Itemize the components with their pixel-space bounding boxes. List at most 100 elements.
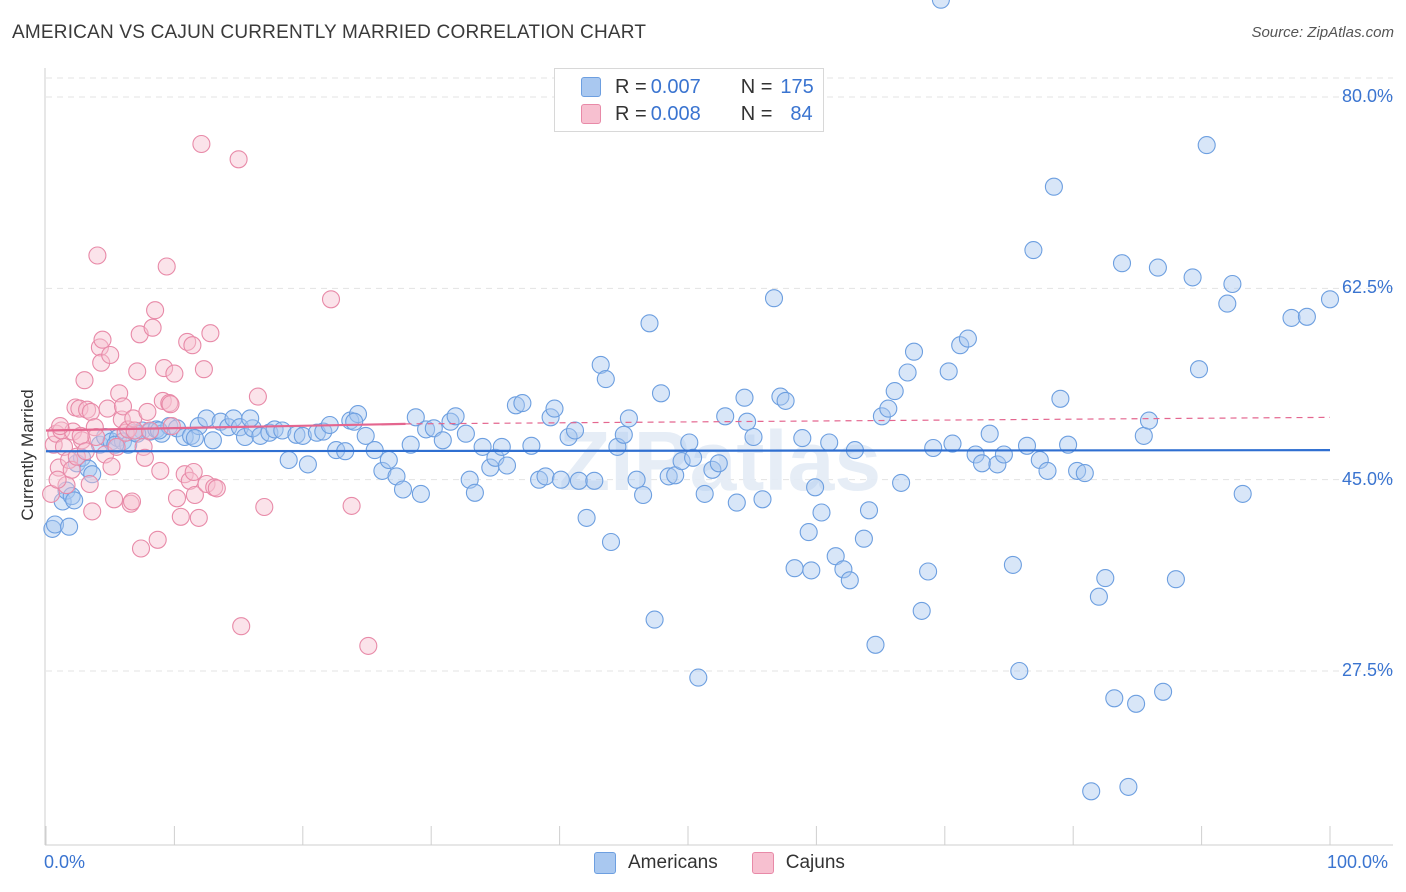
american-point xyxy=(904,342,924,361)
american-point xyxy=(1139,411,1159,430)
cajuns-swatch xyxy=(581,104,601,124)
legend-label-americans: Americans xyxy=(628,852,718,873)
american-point xyxy=(401,435,420,454)
cajun-point xyxy=(184,462,203,482)
american-point xyxy=(939,362,958,381)
american-point xyxy=(1082,782,1101,801)
cajun-point xyxy=(155,359,174,378)
american-point xyxy=(203,431,222,450)
legend-row-americans: R = 0.007 N = 175 xyxy=(581,75,814,99)
american-point xyxy=(1038,461,1057,480)
cajun-point xyxy=(248,387,267,406)
american-point xyxy=(793,429,812,448)
american-point xyxy=(1024,241,1043,260)
cajun-point xyxy=(135,448,154,467)
legend-item-cajuns[interactable]: Cajuns xyxy=(751,852,845,874)
american-point xyxy=(684,448,703,467)
legend-item-americans[interactable]: Americans xyxy=(594,852,718,874)
american-point xyxy=(596,370,615,389)
american-point xyxy=(802,561,821,580)
legend-r-label: R = xyxy=(615,102,647,125)
american-point xyxy=(859,501,879,520)
series-legend: Americans Cajuns xyxy=(594,852,879,874)
cajun-point xyxy=(48,470,67,489)
cajun-point xyxy=(80,474,99,494)
american-point xyxy=(1223,274,1242,294)
american-point xyxy=(506,396,525,415)
x-axis xyxy=(44,68,1393,846)
americans-swatch xyxy=(581,77,601,97)
american-point xyxy=(1089,587,1108,606)
american-point xyxy=(379,450,398,470)
cajun-point xyxy=(105,490,124,509)
cajun-point xyxy=(128,362,147,381)
american-point xyxy=(417,420,436,439)
american-point xyxy=(551,470,570,489)
american-point xyxy=(1197,136,1216,155)
american-point xyxy=(776,391,795,410)
american-point xyxy=(672,452,691,471)
americans-swatch xyxy=(594,852,616,874)
american-point xyxy=(614,425,633,444)
cajun-point xyxy=(75,371,94,390)
american-point xyxy=(1189,360,1209,379)
american-point xyxy=(892,473,911,492)
cajun-point xyxy=(67,447,86,466)
cajun-point xyxy=(229,150,248,169)
american-point xyxy=(919,562,938,581)
cajun-point xyxy=(321,290,341,309)
source-label: Source: ZipAtlas.com xyxy=(1251,24,1394,41)
american-point xyxy=(446,407,465,426)
cajun-point xyxy=(178,332,197,351)
american-point xyxy=(65,491,84,510)
legend-n-label: N = xyxy=(740,75,773,98)
y-tick-label: 80.0% xyxy=(1341,86,1393,106)
y-tick-label: 45.0% xyxy=(1341,468,1393,489)
american-point xyxy=(241,409,260,428)
american-point xyxy=(591,355,610,374)
american-point xyxy=(406,408,425,427)
american-point xyxy=(1183,268,1202,287)
american-point xyxy=(1282,308,1301,327)
cajun-point xyxy=(167,489,187,508)
cajun-point xyxy=(160,394,179,413)
cajun-point xyxy=(81,402,100,421)
american-point xyxy=(931,0,950,9)
american-point xyxy=(820,433,839,452)
american-point xyxy=(1320,290,1340,309)
american-point xyxy=(943,434,962,453)
cajun-point xyxy=(161,395,180,414)
american-point xyxy=(373,461,392,480)
cajun-point xyxy=(122,492,142,511)
x-tick-min: 0.0% xyxy=(44,852,86,872)
cajun-point xyxy=(146,301,165,320)
american-point xyxy=(1075,464,1094,483)
y-tick-label: 27.5% xyxy=(1341,660,1393,680)
american-point xyxy=(619,409,638,428)
cajun-point xyxy=(88,246,107,265)
american-point xyxy=(912,601,931,620)
legend-n-label: N = xyxy=(740,102,773,125)
cajun-point xyxy=(255,497,274,517)
american-point xyxy=(634,485,653,505)
legend-row-cajuns: R = 0.008 N = 84 xyxy=(581,102,813,126)
american-point xyxy=(465,483,484,502)
american-point xyxy=(695,484,714,503)
cajun-trend-line-extension xyxy=(405,416,1331,425)
american-point xyxy=(1134,426,1153,445)
american-point xyxy=(1112,254,1132,273)
cajun-point xyxy=(113,397,133,416)
american-point xyxy=(799,523,818,542)
american-point xyxy=(898,363,917,382)
american-point xyxy=(1105,689,1124,708)
american-point xyxy=(189,417,208,436)
cajun-point xyxy=(162,417,181,436)
american-point xyxy=(812,503,831,522)
trend-lines xyxy=(45,416,1331,453)
american-point xyxy=(834,560,853,579)
cajun-point xyxy=(192,134,211,154)
cajun-point xyxy=(102,457,121,476)
american-point xyxy=(709,454,728,473)
cajun-point xyxy=(183,336,202,355)
